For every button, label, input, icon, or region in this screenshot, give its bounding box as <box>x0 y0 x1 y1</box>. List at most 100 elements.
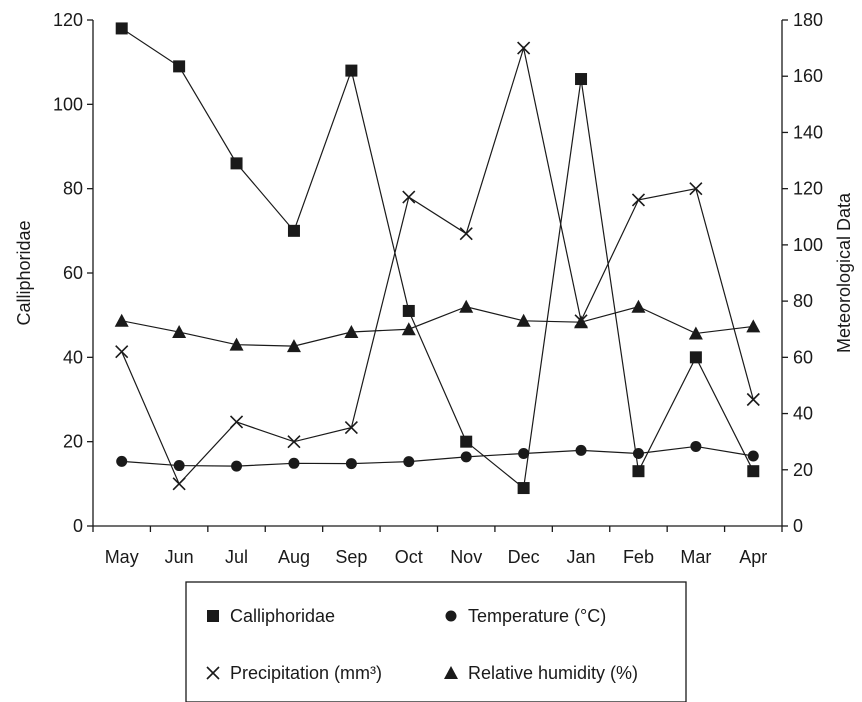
right-tick-label: 20 <box>793 460 813 480</box>
series-calliphoridae <box>115 22 760 495</box>
series-line-temperature-c <box>121 445 754 467</box>
x-tick-label: Sep <box>335 547 367 567</box>
x-tick-label: Mar <box>680 547 711 567</box>
data-point-temperature-c <box>403 456 415 468</box>
data-point-relative-humidity <box>688 326 703 340</box>
data-point-calliphoridae <box>230 157 243 170</box>
data-point-calliphoridae <box>747 465 760 478</box>
legend-marker-calliphoridae <box>207 610 219 622</box>
data-point-relative-humidity <box>114 313 129 327</box>
right-tick-label: 180 <box>793 10 823 30</box>
data-point-calliphoridae <box>517 482 530 495</box>
legend-label-precipitation-mm: Precipitation (mm³) <box>230 663 382 683</box>
data-point-relative-humidity <box>286 339 301 353</box>
data-point-temperature-c <box>173 460 185 472</box>
data-point-calliphoridae <box>632 465 645 478</box>
legend-item-temperature-c: Temperature (°C) <box>445 606 606 626</box>
legend-item-precipitation-mm: Precipitation (mm³) <box>206 663 382 683</box>
data-point-temperature-c <box>288 457 300 469</box>
data-point-temperature-c <box>747 450 759 462</box>
x-tick-label: Apr <box>739 547 767 567</box>
series-line-calliphoridae <box>121 27 754 490</box>
data-point-relative-humidity <box>746 319 761 333</box>
right-tick-label: 120 <box>793 179 823 199</box>
data-point-calliphoridae <box>345 64 358 77</box>
data-point-temperature-c <box>632 447 644 459</box>
data-point-temperature-c <box>575 444 587 456</box>
data-point-precipitation-mm <box>631 193 646 207</box>
data-point-relative-humidity <box>401 322 416 336</box>
data-point-relative-humidity <box>172 325 187 339</box>
data-point-calliphoridae <box>287 224 300 237</box>
data-point-temperature-c <box>231 460 243 472</box>
y-axis-title-right: Meteorological Data <box>834 192 854 353</box>
right-tick-label: 0 <box>793 516 803 536</box>
data-point-temperature-c <box>345 458 357 470</box>
legend-label-temperature-c: Temperature (°C) <box>468 606 606 626</box>
legend-box <box>185 581 687 702</box>
data-point-precipitation-mm <box>689 182 703 196</box>
data-point-calliphoridae <box>460 435 473 448</box>
data-point-relative-humidity <box>229 337 244 351</box>
data-point-temperature-c <box>116 455 128 467</box>
x-tick-label: Jun <box>165 547 194 567</box>
left-tick-label: 100 <box>53 94 83 114</box>
data-point-relative-humidity <box>631 299 646 313</box>
right-tick-label: 100 <box>793 235 823 255</box>
series-relative-humidity <box>114 299 761 353</box>
right-tick-label: 40 <box>793 404 813 424</box>
series-line-relative-humidity <box>121 306 754 347</box>
x-tick-label: Aug <box>278 547 310 567</box>
data-point-relative-humidity <box>574 315 589 329</box>
data-point-temperature-c <box>460 451 472 463</box>
right-tick-label: 160 <box>793 66 823 86</box>
right-tick-label: 60 <box>793 347 813 367</box>
right-tick-label: 80 <box>793 291 813 311</box>
data-point-precipitation-mm <box>172 477 186 491</box>
left-tick-label: 80 <box>63 179 83 199</box>
data-point-temperature-c <box>518 447 530 459</box>
data-point-precipitation-mm <box>402 190 416 204</box>
data-point-calliphoridae <box>402 304 415 317</box>
left-tick-label: 40 <box>63 347 83 367</box>
x-tick-label: Dec <box>508 547 540 567</box>
axes: 0 20 40 60 80 100 120 0 20 40 60 80 100 120 140 160 180 M… <box>14 10 854 567</box>
data-point-precipitation-mm <box>746 392 760 407</box>
legend-marker-precipitation-mm <box>206 666 220 680</box>
data-point-calliphoridae <box>575 73 588 86</box>
data-point-precipitation-mm <box>229 415 244 429</box>
legend-marker-temperature-c <box>445 610 457 622</box>
data-point-calliphoridae <box>115 22 128 35</box>
left-tick-label: 60 <box>63 263 83 283</box>
left-tick-label: 0 <box>73 516 83 536</box>
data-point-precipitation-mm <box>287 435 301 449</box>
legend-marker-relative-humidity <box>444 666 458 679</box>
legend-label-calliphoridae: Calliphoridae <box>230 606 335 626</box>
x-tick-label: Feb <box>623 547 654 567</box>
data-point-relative-humidity <box>516 313 531 327</box>
legend-item-relative-humidity: Relative humidity (%) <box>444 663 638 683</box>
legend-label-relative-humidity: Relative humidity (%) <box>468 663 638 683</box>
data-point-precipitation-mm <box>115 345 129 359</box>
data-point-precipitation-mm <box>517 41 531 55</box>
data-point-precipitation-mm <box>459 227 473 241</box>
left-tick-label: 120 <box>53 10 83 30</box>
legend-item-calliphoridae: Calliphoridae <box>207 606 335 626</box>
x-tick-label: Jan <box>567 547 596 567</box>
x-tick-label: May <box>105 547 139 567</box>
data-point-calliphoridae <box>173 60 186 73</box>
series-temperature-c <box>116 440 759 472</box>
y-axis-title-left: Calliphoridae <box>14 220 34 325</box>
right-tick-label: 140 <box>793 122 823 142</box>
left-tick-label: 20 <box>63 432 83 452</box>
data-point-temperature-c <box>690 440 702 452</box>
data-point-relative-humidity <box>344 325 359 339</box>
data-point-calliphoridae <box>689 351 702 364</box>
data-point-relative-humidity <box>459 299 474 313</box>
legend: Calliphoridae Temperature (°C) Precipitati… <box>185 581 687 702</box>
x-tick-label: Nov <box>450 547 482 567</box>
series-layer <box>114 22 761 495</box>
data-point-precipitation-mm <box>344 421 358 435</box>
x-tick-label: Jul <box>225 547 248 567</box>
